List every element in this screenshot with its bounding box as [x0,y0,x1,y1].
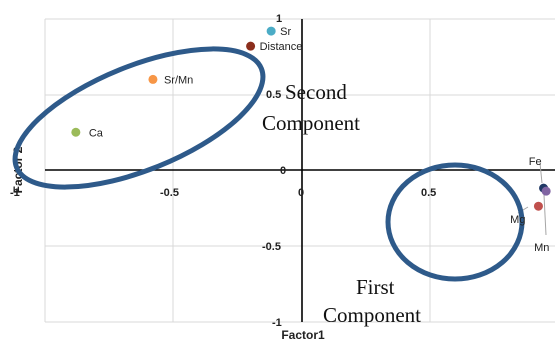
grid-lines [44,18,555,323]
first-component-line1: First [356,275,395,299]
point-distance [246,41,256,51]
second-component-line1: Second [285,80,347,104]
y-tick-label-0: 0 [280,165,286,177]
point-sr [266,26,276,36]
point-mg [533,201,543,211]
point-mn [541,186,551,196]
second-component-line2: Component [262,111,360,135]
point-label-mg: Mg [510,214,525,226]
x-axis-title: Factor1 [281,328,325,342]
second-component-ellipse [12,46,266,190]
point-label-distance: Distance [260,41,303,53]
first-component-line2: Component [323,303,421,327]
point-sr-mn [148,74,158,84]
y-tick-label-neg1: -1 [272,317,282,329]
x-tick-label-neg1: -1 [10,187,20,199]
point-ca [71,127,81,137]
first-component-ellipse [385,162,525,282]
x-tick-label-05: 0.5 [421,187,436,199]
y-tick-label-1: 1 [276,13,282,25]
leader-line-fe [539,162,543,184]
y-tick-label-neg05: -0.5 [262,241,281,253]
point-label-ca: Ca [89,127,104,139]
leader-line-mn [543,194,547,236]
point-label-sr-mn: Sr/Mn [164,74,193,86]
x-tick-label-neg05: -0.5 [160,187,179,199]
y-tick-label-05: 0.5 [266,89,281,101]
point-label-fe: Fe [529,156,542,168]
x-tick-label-0: 0 [298,187,304,199]
point-label-sr: Sr [280,26,291,38]
data-points: Sr Distance Sr/Mn Ca Fe Mg Mn [71,26,551,254]
point-label-mn: Mn [534,242,549,254]
